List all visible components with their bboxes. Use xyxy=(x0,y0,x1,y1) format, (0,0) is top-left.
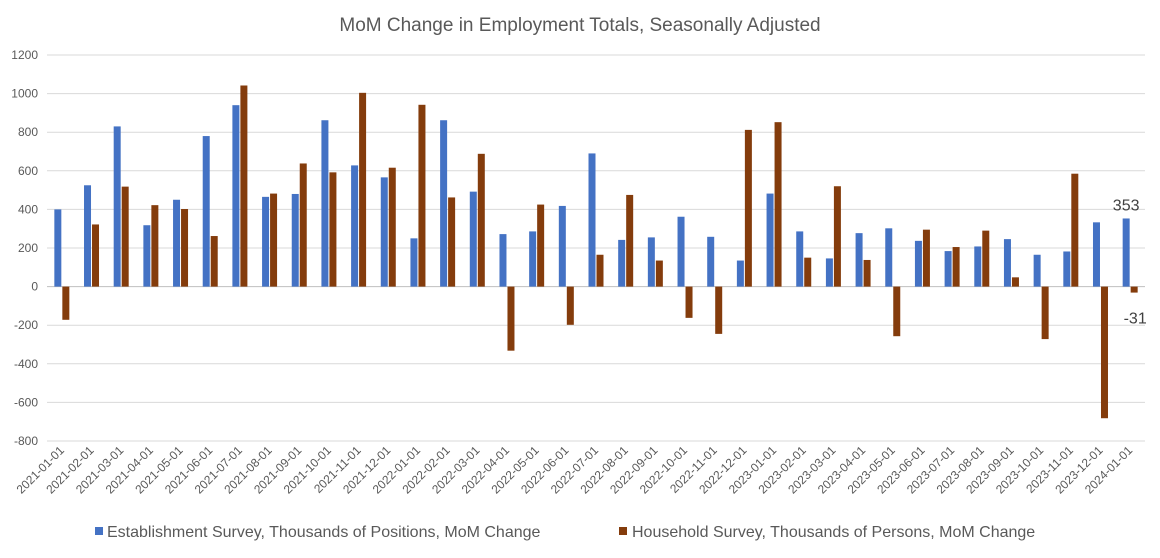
establishment-bar xyxy=(974,246,982,287)
establishment-bar xyxy=(914,240,922,287)
y-tick-label: 1200 xyxy=(11,48,38,62)
establishment-bar xyxy=(1003,239,1011,287)
household-bar xyxy=(1071,173,1079,287)
establishment-bar xyxy=(796,231,804,287)
household-bar xyxy=(62,286,70,320)
establishment-bar xyxy=(351,165,359,287)
establishment-bar xyxy=(202,136,210,287)
establishment-bar xyxy=(885,228,893,287)
establishment-bar xyxy=(143,225,151,287)
household-bar xyxy=(685,286,693,318)
establishment-bar xyxy=(262,196,270,287)
data-label: 353 xyxy=(1113,197,1140,214)
household-bar xyxy=(626,194,634,287)
household-bar xyxy=(566,286,574,325)
establishment-bar xyxy=(113,126,121,287)
household-bar xyxy=(715,286,723,334)
household-bar xyxy=(270,193,278,287)
household-bar xyxy=(596,254,604,287)
bars xyxy=(54,85,1138,419)
establishment-bar xyxy=(855,233,863,287)
establishment-bar xyxy=(54,209,62,287)
household-bar xyxy=(121,186,129,287)
household-bar xyxy=(952,247,960,287)
x-axis-ticks: 2021-01-012021-02-012021-03-012021-04-01… xyxy=(14,443,1136,497)
household-bar xyxy=(982,230,990,287)
household-bar xyxy=(329,172,337,287)
establishment-bar xyxy=(291,193,299,287)
household-bar xyxy=(1100,286,1108,419)
household-bar xyxy=(181,209,189,287)
establishment-bar xyxy=(410,238,418,287)
y-tick-label: -600 xyxy=(14,395,38,409)
legend-label: Household Survey, Thousands of Persons, … xyxy=(632,524,1035,541)
household-bar xyxy=(922,229,930,287)
establishment-bar xyxy=(1092,222,1100,287)
household-bar xyxy=(477,153,485,287)
gridlines xyxy=(47,54,1145,442)
household-bar xyxy=(388,167,396,287)
chart-title: MoM Change in Employment Totals, Seasona… xyxy=(339,15,820,36)
household-bar xyxy=(537,204,545,287)
data-label: -31 xyxy=(1124,311,1147,328)
legend: Establishment Survey, Thousands of Posit… xyxy=(95,524,1035,541)
household-bar xyxy=(804,257,812,287)
household-bar xyxy=(151,205,159,287)
y-tick-label: 400 xyxy=(18,202,38,216)
establishment-bar xyxy=(84,185,92,287)
establishment-bar xyxy=(647,237,655,287)
y-tick-label: -200 xyxy=(14,318,38,332)
establishment-bar xyxy=(1063,251,1071,287)
establishment-bar xyxy=(321,120,329,287)
y-tick-label: -400 xyxy=(14,357,38,371)
establishment-bar xyxy=(766,193,774,287)
establishment-bar xyxy=(529,231,537,287)
household-bar xyxy=(299,163,307,287)
household-bar xyxy=(210,236,218,287)
establishment-bar xyxy=(499,234,507,287)
household-bar xyxy=(418,104,426,287)
establishment-bar xyxy=(440,120,448,287)
establishment-bar xyxy=(469,191,477,287)
household-bar xyxy=(507,286,515,351)
household-bar xyxy=(863,259,871,287)
household-bar xyxy=(240,85,248,287)
household-bar xyxy=(359,92,367,287)
establishment-bar xyxy=(588,153,596,287)
establishment-bar xyxy=(677,216,685,287)
household-bar xyxy=(1041,286,1049,340)
household-bar xyxy=(1130,286,1138,293)
y-axis-ticks: 1200 1000 800 600 400 200 0 -200 -400 -600 -800 xyxy=(11,48,38,448)
household-bar xyxy=(655,260,663,287)
establishment-bar xyxy=(1122,218,1130,287)
establishment-bar xyxy=(618,239,626,287)
establishment-bar xyxy=(707,236,715,287)
y-tick-label: -800 xyxy=(14,434,38,448)
establishment-bar xyxy=(736,260,744,287)
household-bar xyxy=(92,224,100,287)
household-bar xyxy=(1011,277,1019,287)
household-bar xyxy=(448,197,456,287)
establishment-bar xyxy=(232,105,240,287)
household-bar xyxy=(744,129,752,287)
legend-swatch xyxy=(619,527,627,535)
y-tick-label: 600 xyxy=(18,164,38,178)
y-tick-label: 1000 xyxy=(11,87,38,101)
household-bar xyxy=(893,286,901,337)
establishment-bar xyxy=(1033,254,1041,287)
establishment-bar xyxy=(944,251,952,287)
data-labels: 353 -31 xyxy=(1113,197,1147,327)
establishment-bar xyxy=(380,177,388,287)
establishment-bar xyxy=(173,199,181,287)
y-tick-label: 0 xyxy=(31,280,38,294)
y-tick-label: 800 xyxy=(18,125,38,139)
establishment-bar xyxy=(825,258,833,287)
establishment-bar xyxy=(558,205,566,287)
household-bar xyxy=(774,122,782,287)
household-bar xyxy=(833,186,841,287)
y-tick-label: 200 xyxy=(18,241,38,255)
legend-label: Establishment Survey, Thousands of Posit… xyxy=(107,524,541,541)
legend-swatch xyxy=(95,527,103,535)
